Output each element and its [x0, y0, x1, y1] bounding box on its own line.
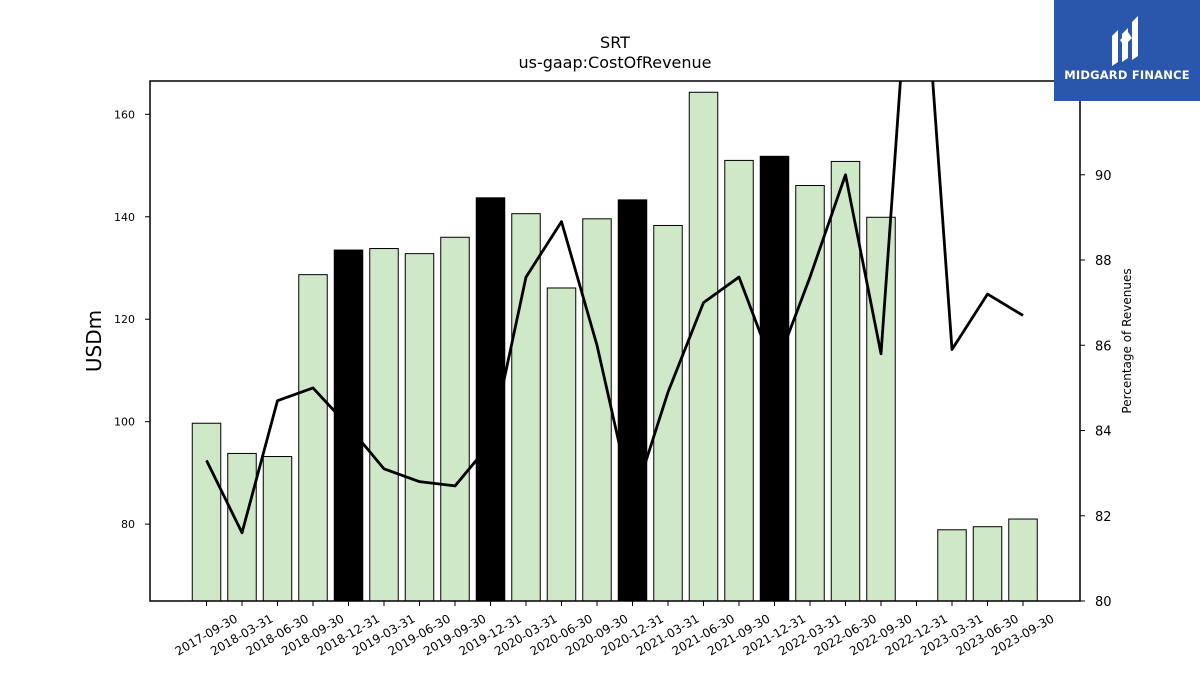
- bar-2022-06-30: [830, 160, 861, 601]
- y-tick-label-100: 100: [114, 416, 135, 429]
- bar-2017-09-30: [191, 422, 222, 601]
- bar-2019-03-31: [369, 248, 399, 601]
- y2-tick-label-82: 82: [1095, 510, 1112, 525]
- bar-2020-09-30: [582, 218, 612, 601]
- y-tick-label-140: 140: [114, 211, 135, 224]
- bar-2020-12-31: [617, 199, 648, 601]
- bar-2019-06-30: [404, 253, 435, 601]
- bar-2021-09-30: [724, 159, 754, 601]
- logo-mark-icon: [1112, 16, 1138, 66]
- chart-title: SRT: [600, 33, 630, 52]
- bar-2019-09-30: [440, 236, 470, 601]
- bar-2018-03-31: [227, 452, 257, 601]
- line-series-percentage: [205, 81, 1024, 535]
- y-tick-label-120: 120: [114, 313, 135, 326]
- bar-2021-06-30: [688, 91, 719, 601]
- bar-2020-03-31: [511, 213, 541, 601]
- y-tick-label-80: 80: [121, 518, 135, 531]
- y2-tick-label-80: 80: [1095, 595, 1112, 610]
- logo-text: MIDGARD FINANCE: [1064, 68, 1190, 82]
- bar-2021-12-31: [759, 155, 790, 601]
- y2-axis-label: Percentage of Revenues: [1120, 268, 1134, 413]
- bar-2020-06-30: [546, 287, 577, 601]
- bar-2023-03-31: [937, 529, 967, 601]
- y-axis-label: USDm: [82, 310, 106, 372]
- y2-tick-label-90: 90: [1095, 169, 1112, 184]
- chart-subtitle: us-gaap:CostOfRevenue: [518, 53, 711, 72]
- bar-2018-09-30: [298, 274, 328, 601]
- plot-frame: [149, 80, 1081, 602]
- bar-2022-09-30: [866, 216, 896, 601]
- bar-2022-03-31: [795, 185, 825, 601]
- midgard-finance-logo: MIDGARD FINANCE: [1054, 0, 1200, 101]
- bar-2021-03-31: [653, 224, 683, 601]
- bar-2023-06-30: [972, 526, 1003, 601]
- bar-2023-09-30: [1008, 518, 1038, 601]
- y-tick-label-160: 160: [114, 108, 135, 121]
- y2-tick-label-86: 86: [1095, 339, 1112, 354]
- y2-tick-label-84: 84: [1095, 425, 1112, 440]
- bar-2018-06-30: [262, 456, 293, 601]
- y2-tick-label-88: 88: [1095, 254, 1112, 269]
